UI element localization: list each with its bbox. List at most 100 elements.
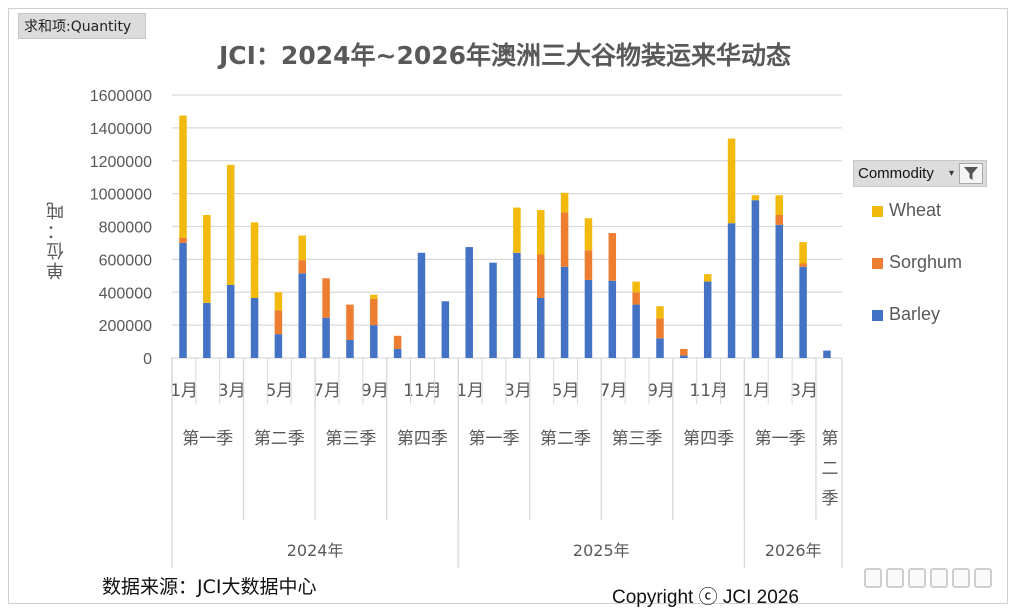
x-month-label: 3月 (790, 381, 818, 401)
chart-frame (8, 8, 1008, 604)
chevron-down-icon[interactable]: ▾ (949, 168, 955, 179)
bar-wheat (203, 214, 211, 303)
bar-sorghum (322, 278, 330, 318)
image-strip-thumbnails[interactable] (864, 568, 1000, 590)
y-tick-labels: 0 200000 400000 600000 800000 1000000 1200000 1… (90, 88, 152, 368)
x-axis: 1月 3月 5月 7月 9月 11月 1月 3月 5月 7月 9月 11月 1月 3月第一季 第二季 第三季第… (170, 358, 843, 568)
x-quarter-label-char: 二 (821, 459, 838, 479)
data-source-note: 数据来源：JCI大数据中心 (102, 576, 317, 598)
bar-barley (751, 200, 760, 358)
legend-item-barley[interactable]: Barley (872, 304, 940, 325)
x-month-label: 9月 (647, 381, 675, 401)
bar-sorghum (560, 212, 569, 267)
thumbnail-3[interactable] (908, 568, 926, 588)
bar-wheat (179, 115, 187, 239)
legend-item-sorghum[interactable]: Sorghum (872, 252, 962, 273)
bar-barley (656, 338, 664, 358)
filter-icon[interactable] (959, 163, 983, 184)
bar-wheat (560, 192, 569, 213)
bar-barley (370, 325, 378, 358)
bar-wheat (298, 235, 306, 261)
bar-sorghum (346, 304, 354, 340)
bar-barley (775, 224, 783, 358)
x-month-label: 11月 (689, 381, 728, 401)
bar-wheat (751, 195, 760, 201)
bar-sorghum (584, 250, 593, 280)
bar-wheat (584, 218, 593, 251)
thumbnail-1[interactable] (864, 568, 882, 588)
bar-series (179, 115, 831, 358)
bar-sorghum (632, 292, 640, 305)
bar-wheat (537, 210, 545, 255)
bar-barley (393, 348, 402, 358)
bar-wheat (727, 138, 736, 224)
legend-header-label: Commodity (858, 165, 934, 182)
thumbnail-4[interactable] (930, 568, 948, 588)
x-quarter-label: 第二季 (540, 429, 591, 449)
bar-barley (489, 262, 497, 358)
thumbnail-2[interactable] (886, 568, 904, 588)
bar-sorghum (370, 298, 378, 326)
bar-barley (226, 284, 235, 358)
bar-barley (727, 223, 736, 358)
x-quarter-label: 第二季 (254, 429, 305, 449)
bar-barley (298, 273, 306, 358)
legend-label-sorghum: Sorghum (889, 252, 963, 272)
x-year-label: 2024年 (287, 541, 344, 560)
bar-barley (703, 281, 712, 358)
x-quarter-label: 第一季 (468, 429, 519, 449)
bar-barley (441, 301, 450, 358)
x-month-label: 1月 (456, 381, 484, 401)
bar-sorghum (393, 335, 402, 349)
bar-wheat (775, 195, 783, 215)
legend-commodity-filter[interactable]: Commodity ▾ (853, 160, 987, 187)
bar-sorghum (274, 310, 283, 335)
bar-barley (203, 302, 211, 358)
bar-barley (274, 334, 283, 358)
bar-wheat (370, 294, 378, 299)
thumbnail-5[interactable] (952, 568, 970, 588)
bar-barley (250, 298, 259, 358)
legend-item-wheat[interactable]: Wheat (872, 200, 941, 221)
y-tick-label: 600000 (99, 252, 152, 269)
y-tick-label: 1000000 (90, 187, 152, 204)
copyright-note: Copyright ⓒ JCI 2026 (612, 587, 799, 608)
bar-barley (560, 266, 569, 358)
bar-barley (799, 266, 807, 358)
legend-swatch-barley (872, 309, 883, 321)
bar-barley (417, 252, 426, 358)
bar-wheat (274, 292, 283, 311)
bar-sorghum (537, 254, 545, 299)
y-tick-label: 1400000 (90, 121, 152, 138)
bar-wheat (250, 222, 259, 299)
bar-barley (346, 339, 354, 358)
x-month-label: 11月 (403, 381, 442, 401)
x-year-label: 2026年 (765, 541, 822, 560)
x-quarter-label-char: 季 (821, 489, 838, 509)
x-quarter-label: 第四季 (397, 429, 448, 449)
thumbnail-6[interactable] (974, 568, 992, 588)
x-quarter-label: 第四季 (683, 429, 734, 449)
x-month-label: 3月 (504, 381, 532, 401)
bar-sorghum (298, 260, 306, 274)
legend-swatch-wheat (872, 205, 883, 217)
legend-swatch-sorghum (872, 257, 883, 269)
bar-wheat (226, 164, 235, 285)
bar-wheat (632, 281, 640, 293)
x-month-label: 7月 (313, 381, 341, 401)
x-quarter-label: 第一季 (755, 429, 806, 449)
y-tick-label: 200000 (99, 318, 152, 335)
bar-barley (823, 350, 831, 358)
pivot-value-field-button[interactable]: 求和项:Quantity (18, 13, 146, 39)
legend-label-wheat: Wheat (889, 200, 942, 220)
chart-title: JCI：2024年~2026年澳洲三大谷物装运来华动态 (218, 41, 792, 70)
y-tick-label: 400000 (99, 285, 152, 302)
bar-sorghum (179, 238, 187, 243)
bar-barley (680, 355, 688, 358)
x-month-label: 5月 (265, 381, 293, 401)
x-month-label: 1月 (170, 381, 198, 401)
grid-lines (172, 94, 842, 359)
x-year-label: 2025年 (573, 541, 630, 560)
y-tick-label: 800000 (99, 220, 152, 237)
